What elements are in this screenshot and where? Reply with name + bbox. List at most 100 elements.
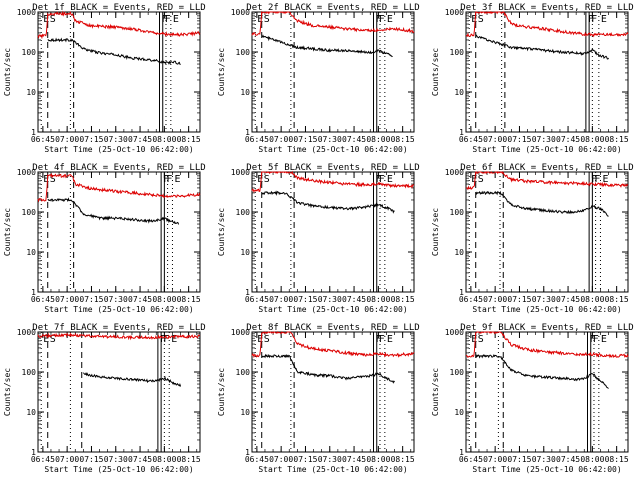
plot-frame [37,331,201,453]
series-line-events [261,34,393,58]
x-axis-label: Start Time (25-Oct-10 06:42:00) [258,305,407,314]
event-marker-label: E [471,334,477,345]
x-tick-label: 08:15 [177,295,201,304]
x-tick-label: 07:45 [556,295,580,304]
x-tick-label: 07:15 [79,295,103,304]
event-marker-label: F [591,14,597,25]
event-marker-label: F [376,174,382,185]
panel-title: Det 1f BLACK = Events, RED = LLD [32,3,205,13]
event-marker-label: S [50,334,56,345]
y-tick-label: 1000 [445,328,464,337]
event-marker-label: E [43,14,49,25]
event-marker-label: E [173,14,179,25]
y-tick-label: 10 [454,408,464,417]
y-tick-label: 1 [459,128,464,137]
event-marker-label: F [162,14,168,25]
x-tick-label: 07:15 [79,135,103,144]
x-tick-label: 07:15 [293,135,317,144]
y-tick-label: 10 [240,88,250,97]
x-tick-label: 07:00 [483,295,507,304]
y-tick-label: 1 [31,128,36,137]
event-marker-label: S [478,334,484,345]
y-tick-label: 10 [240,248,250,257]
x-tick-label: 08:15 [605,135,629,144]
y-tick-label: 1000 [17,168,36,177]
x-tick-label: 06:45 [245,455,269,464]
detector-panel-7: Det 7f BLACK = Events, RED = LLD 1 10 100 10… [3,323,206,474]
y-tick-label: 1000 [17,8,36,17]
event-marker-label: F [163,334,169,345]
x-tick-label: 07:00 [55,295,79,304]
x-tick-label: 07:30 [532,295,556,304]
x-tick-label: 07:45 [128,455,152,464]
event-marker-label: E [257,174,263,185]
series-line-events [47,37,181,65]
x-tick-label: 08:00 [580,135,604,144]
y-tick-label: 100 [22,368,37,377]
x-tick-label: 07:15 [507,295,531,304]
x-tick-label: 07:45 [128,135,152,144]
y-tick-label: 1 [245,288,250,297]
event-marker-label: S [478,14,484,25]
series-line-events [475,354,609,389]
x-tick-label: 06:45 [459,455,483,464]
event-marker-label: E [257,14,263,25]
y-tick-label: 100 [450,48,465,57]
detector-panel-1: Det 1f BLACK = Events, RED = LLD 1 10 100 10… [3,3,206,154]
x-tick-label: 06:45 [459,135,483,144]
x-tick-label: 07:30 [104,295,128,304]
series-line-events [475,190,609,217]
x-tick-label: 07:30 [318,455,342,464]
panel-title: Det 2f BLACK = Events, RED = LLD [246,3,419,13]
x-tick-label: 07:45 [342,295,366,304]
y-tick-label: 1000 [445,168,464,177]
detector-panel-9: Det 9f BLACK = Events, RED = LLD 1 10 100 10… [431,323,634,474]
x-tick-label: 07:00 [55,135,79,144]
event-marker-label: F [379,14,385,25]
detector-panel-2: Det 2f BLACK = Events, RED = LLD 1 10 100 10… [217,3,420,154]
event-marker-label: E [171,334,177,345]
panel-title: Det 3f BLACK = Events, RED = LLD [460,3,633,13]
series-line-lld [37,332,201,341]
series-line-lld [466,170,629,191]
event-marker-label: F [376,14,382,25]
event-marker-label: F [594,174,600,185]
y-axis-label: Counts/sec [217,368,226,416]
y-tick-label: 10 [240,408,250,417]
plot-frame [465,331,629,453]
event-marker-label: F [588,14,594,25]
plot-frame [251,171,415,293]
x-axis-label: Start Time (25-Oct-10 06:42:00) [472,145,621,154]
y-tick-label: 10 [26,248,36,257]
x-tick-label: 08:15 [605,455,629,464]
y-axis-label: Counts/sec [217,208,226,256]
event-marker-label: E [43,174,49,185]
y-tick-label: 1000 [17,328,36,337]
y-tick-label: 100 [450,368,465,377]
y-tick-label: 100 [22,208,37,217]
y-tick-label: 100 [236,48,251,57]
x-tick-label: 07:30 [104,135,128,144]
event-marker-label: E [257,334,263,345]
event-marker-label: E [601,334,607,345]
x-tick-label: 07:00 [55,455,79,464]
x-tick-label: 07:45 [342,455,366,464]
panel-title: Det 6f BLACK = Events, RED = LLD [460,163,633,173]
event-marker-label: S [50,174,56,185]
y-tick-label: 1 [31,288,36,297]
y-tick-label: 1 [31,448,36,457]
event-marker-label: S [50,14,56,25]
plot-frame [37,11,201,133]
series-line-lld [465,331,629,359]
y-tick-label: 1 [245,128,250,137]
x-tick-label: 08:00 [152,295,176,304]
x-tick-label: 08:15 [391,455,415,464]
x-tick-label: 06:45 [245,295,269,304]
detector-panel-5: Det 5f BLACK = Events, RED = LLD 1 10 100 10… [217,163,420,314]
event-marker-label: F [166,174,172,185]
event-marker-label: E [387,174,393,185]
y-tick-label: 10 [454,88,464,97]
y-axis-label: Counts/sec [3,208,12,256]
